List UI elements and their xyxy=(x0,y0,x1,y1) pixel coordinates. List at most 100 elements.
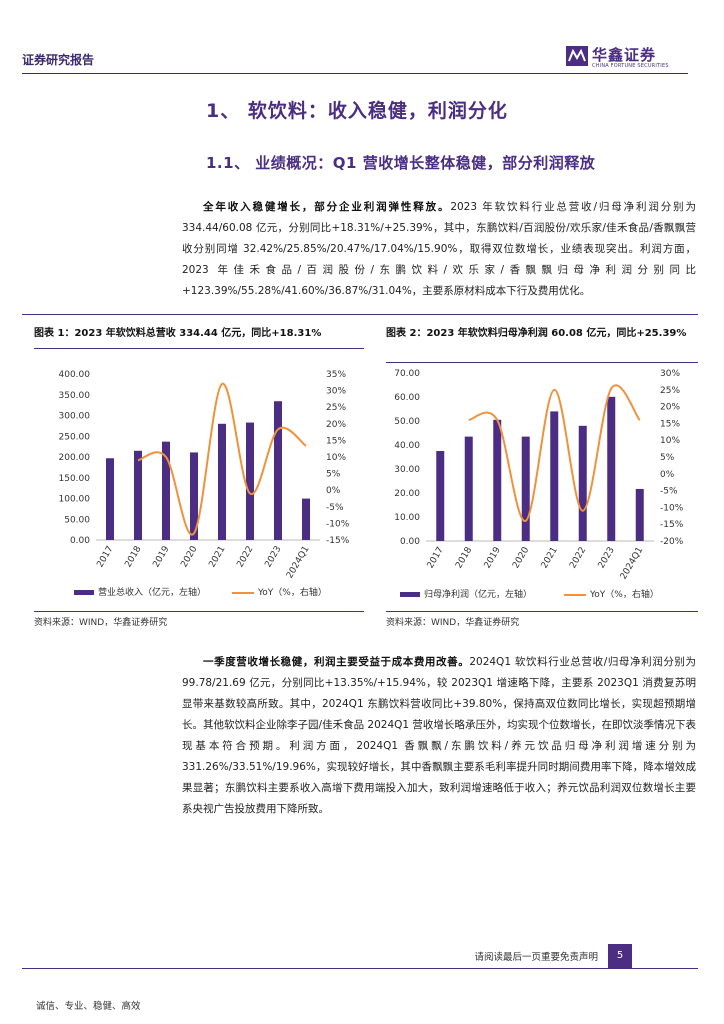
legend-bar-label: 归母净利润（亿元，左轴） xyxy=(424,588,532,600)
y-right-tick-label: 25% xyxy=(660,386,680,396)
bar-2018 xyxy=(464,436,473,541)
x-tick-label-2019: 2019 xyxy=(483,545,503,570)
x-tick-label-2023: 2023 xyxy=(597,546,617,571)
paragraph-annual-lead: 全年收入稳健增长，部分企业利润弹性释放。 xyxy=(203,201,451,213)
y-right-tick-label: 30% xyxy=(326,387,346,397)
y-right-tick-label: 10% xyxy=(660,436,680,446)
y-right-tick-label: -5% xyxy=(660,487,678,497)
x-tick-label-2024Q1: 2024Q1 xyxy=(285,545,312,581)
company-logo: 华鑫证券 CHINA FORTUNE SECURITIES xyxy=(566,44,686,74)
logo-mark-icon xyxy=(566,46,588,66)
y-right-tick-label: -15% xyxy=(326,536,350,546)
figure2-top-rule xyxy=(386,362,698,363)
legend-line-label: YoY（%，右轴） xyxy=(257,586,327,598)
bar-2022 xyxy=(246,422,254,540)
net-profit-chart: 0.00 10.00 20.00 30.00 40.00 50.00 60.00 70.00 -… xyxy=(394,369,684,600)
x-tick-label-2020: 2020 xyxy=(179,544,199,569)
x-tick-label-2019: 2019 xyxy=(151,544,171,569)
y-right-tick-label: 20% xyxy=(326,420,346,430)
y-left-tick-label: 300.00 xyxy=(59,412,91,422)
x-tick-label-2021: 2021 xyxy=(207,545,227,570)
yoy-line xyxy=(137,382,307,536)
x-tick-label-2023: 2023 xyxy=(263,545,283,570)
disclaimer-note: 请阅读最后一页重要免责声明 xyxy=(474,952,598,963)
paragraph-q1-body: 2024Q1 软饮料行业总营收/归母净利润分别为 99.78/21.69 亿元，… xyxy=(182,656,697,815)
bar-2018 xyxy=(134,450,142,540)
figure1-source: 资料来源：WIND，华鑫证券研究 xyxy=(34,618,168,628)
paragraph-annual: 全年收入稳健增长，部分企业利润弹性释放。2023 年软饮料行业总营收/归母净利润… xyxy=(182,197,696,302)
y-right-tick-label: -20% xyxy=(660,537,684,547)
legend-bar-label: 营业总收入（亿元，左轴） xyxy=(98,586,206,598)
paragraph-q1: 一季度营收增长稳健，利润主要受益于成本费用改善。2024Q1 软饮料行业总营收/… xyxy=(182,652,696,820)
header-divider xyxy=(22,73,688,74)
footer-divider xyxy=(22,968,698,969)
legend-bar-swatch xyxy=(400,592,420,597)
y-right-tick-label: -10% xyxy=(660,503,684,513)
figure2-source: 资料来源：WIND，华鑫证券研究 xyxy=(386,618,520,628)
y-left-tick-label: 0.00 xyxy=(400,537,420,547)
legend-bar-swatch xyxy=(74,590,94,595)
figure2-title: 图表 2：2023 年软饮料归母净利润 60.08 亿元，同比+25.39% xyxy=(386,328,687,339)
y-right-tick-label: 0% xyxy=(326,486,341,496)
y-right-tick-label: 15% xyxy=(660,419,680,429)
y-left-tick-label: 100.00 xyxy=(59,495,91,505)
bar-2017 xyxy=(106,458,114,540)
paragraph-annual-body: 2023 年软饮料行业总营收/归母净利润分别为 334.44/60.08 亿元，… xyxy=(182,201,696,297)
y-left-tick-label: 50.00 xyxy=(394,417,420,427)
figure1-bottom-rule xyxy=(34,611,364,612)
y-left-tick-label: 150.00 xyxy=(59,474,91,484)
y-right-tick-label: 15% xyxy=(326,436,346,446)
y-left-tick-label: 20.00 xyxy=(394,489,420,499)
yoy-line xyxy=(468,384,641,522)
y-right-tick-label: 35% xyxy=(326,370,346,380)
y-right-tick-label: 25% xyxy=(326,403,346,413)
bar-2021 xyxy=(550,411,559,541)
y-right-tick-label: -15% xyxy=(660,520,684,530)
paragraph-q1-lead: 一季度营收增长稳健，利润主要受益于成本费用改善。 xyxy=(203,656,470,668)
x-tick-label-2022: 2022 xyxy=(235,545,255,570)
page-number: 5 xyxy=(608,944,632,968)
bar-2017 xyxy=(436,451,445,541)
logo-text-en: CHINA FORTUNE SECURITIES xyxy=(592,63,669,69)
y-left-tick-label: 400.00 xyxy=(59,370,91,380)
figure2-bottom-rule xyxy=(386,611,698,612)
y-right-tick-label: 5% xyxy=(660,453,675,463)
y-right-tick-label: 10% xyxy=(326,453,346,463)
y-right-tick-label: 30% xyxy=(660,369,680,379)
y-right-tick-label: 5% xyxy=(326,470,341,480)
figure1-top-rule xyxy=(34,348,364,349)
y-left-tick-label: 350.00 xyxy=(59,391,91,401)
x-tick-label-2017: 2017 xyxy=(426,546,446,571)
figure1-title: 图表 1：2023 年软饮料总营收 334.44 亿元，同比+18.31% xyxy=(34,328,322,339)
y-right-tick-label: -10% xyxy=(326,519,350,529)
y-right-tick-label: 20% xyxy=(660,403,680,413)
bar-2024Q1 xyxy=(302,498,310,540)
bar-2021 xyxy=(218,423,226,540)
paragraph-divider xyxy=(22,314,698,315)
x-tick-label-2021: 2021 xyxy=(540,546,560,571)
y-right-tick-label: -5% xyxy=(326,503,344,513)
x-tick-label-2020: 2020 xyxy=(511,545,531,570)
x-tick-label-2017: 2017 xyxy=(95,545,115,570)
revenue-chart: 0.00 50.00 100.00 150.00 200.00 250.00 300.00 3… xyxy=(59,370,350,598)
report-type-label: 证券研究报告 xyxy=(22,53,95,67)
y-left-tick-label: 50.00 xyxy=(64,515,90,525)
y-left-tick-label: 30.00 xyxy=(394,465,420,475)
x-tick-label-2018: 2018 xyxy=(454,545,474,570)
x-tick-label-2024Q1: 2024Q1 xyxy=(619,546,646,582)
bar-2020 xyxy=(190,452,198,540)
logo-text-cn: 华鑫证券 xyxy=(592,46,657,64)
company-motto: 诚信、专业、稳健、高效 xyxy=(36,1001,141,1012)
bar-2023 xyxy=(607,396,616,541)
bar-2024Q1 xyxy=(635,488,644,541)
y-left-tick-label: 60.00 xyxy=(394,393,420,403)
bar-2023 xyxy=(274,401,282,540)
bar-2022 xyxy=(578,425,587,541)
bar-2019 xyxy=(162,441,170,540)
y-right-tick-label: 0% xyxy=(660,470,675,480)
y-left-tick-label: 200.00 xyxy=(59,453,91,463)
bar-2019 xyxy=(493,419,502,541)
section-title: 1、 软饮料：收入稳健，利润分化 xyxy=(206,100,508,122)
y-left-tick-label: 70.00 xyxy=(394,369,420,379)
y-left-tick-label: 0.00 xyxy=(70,536,90,546)
